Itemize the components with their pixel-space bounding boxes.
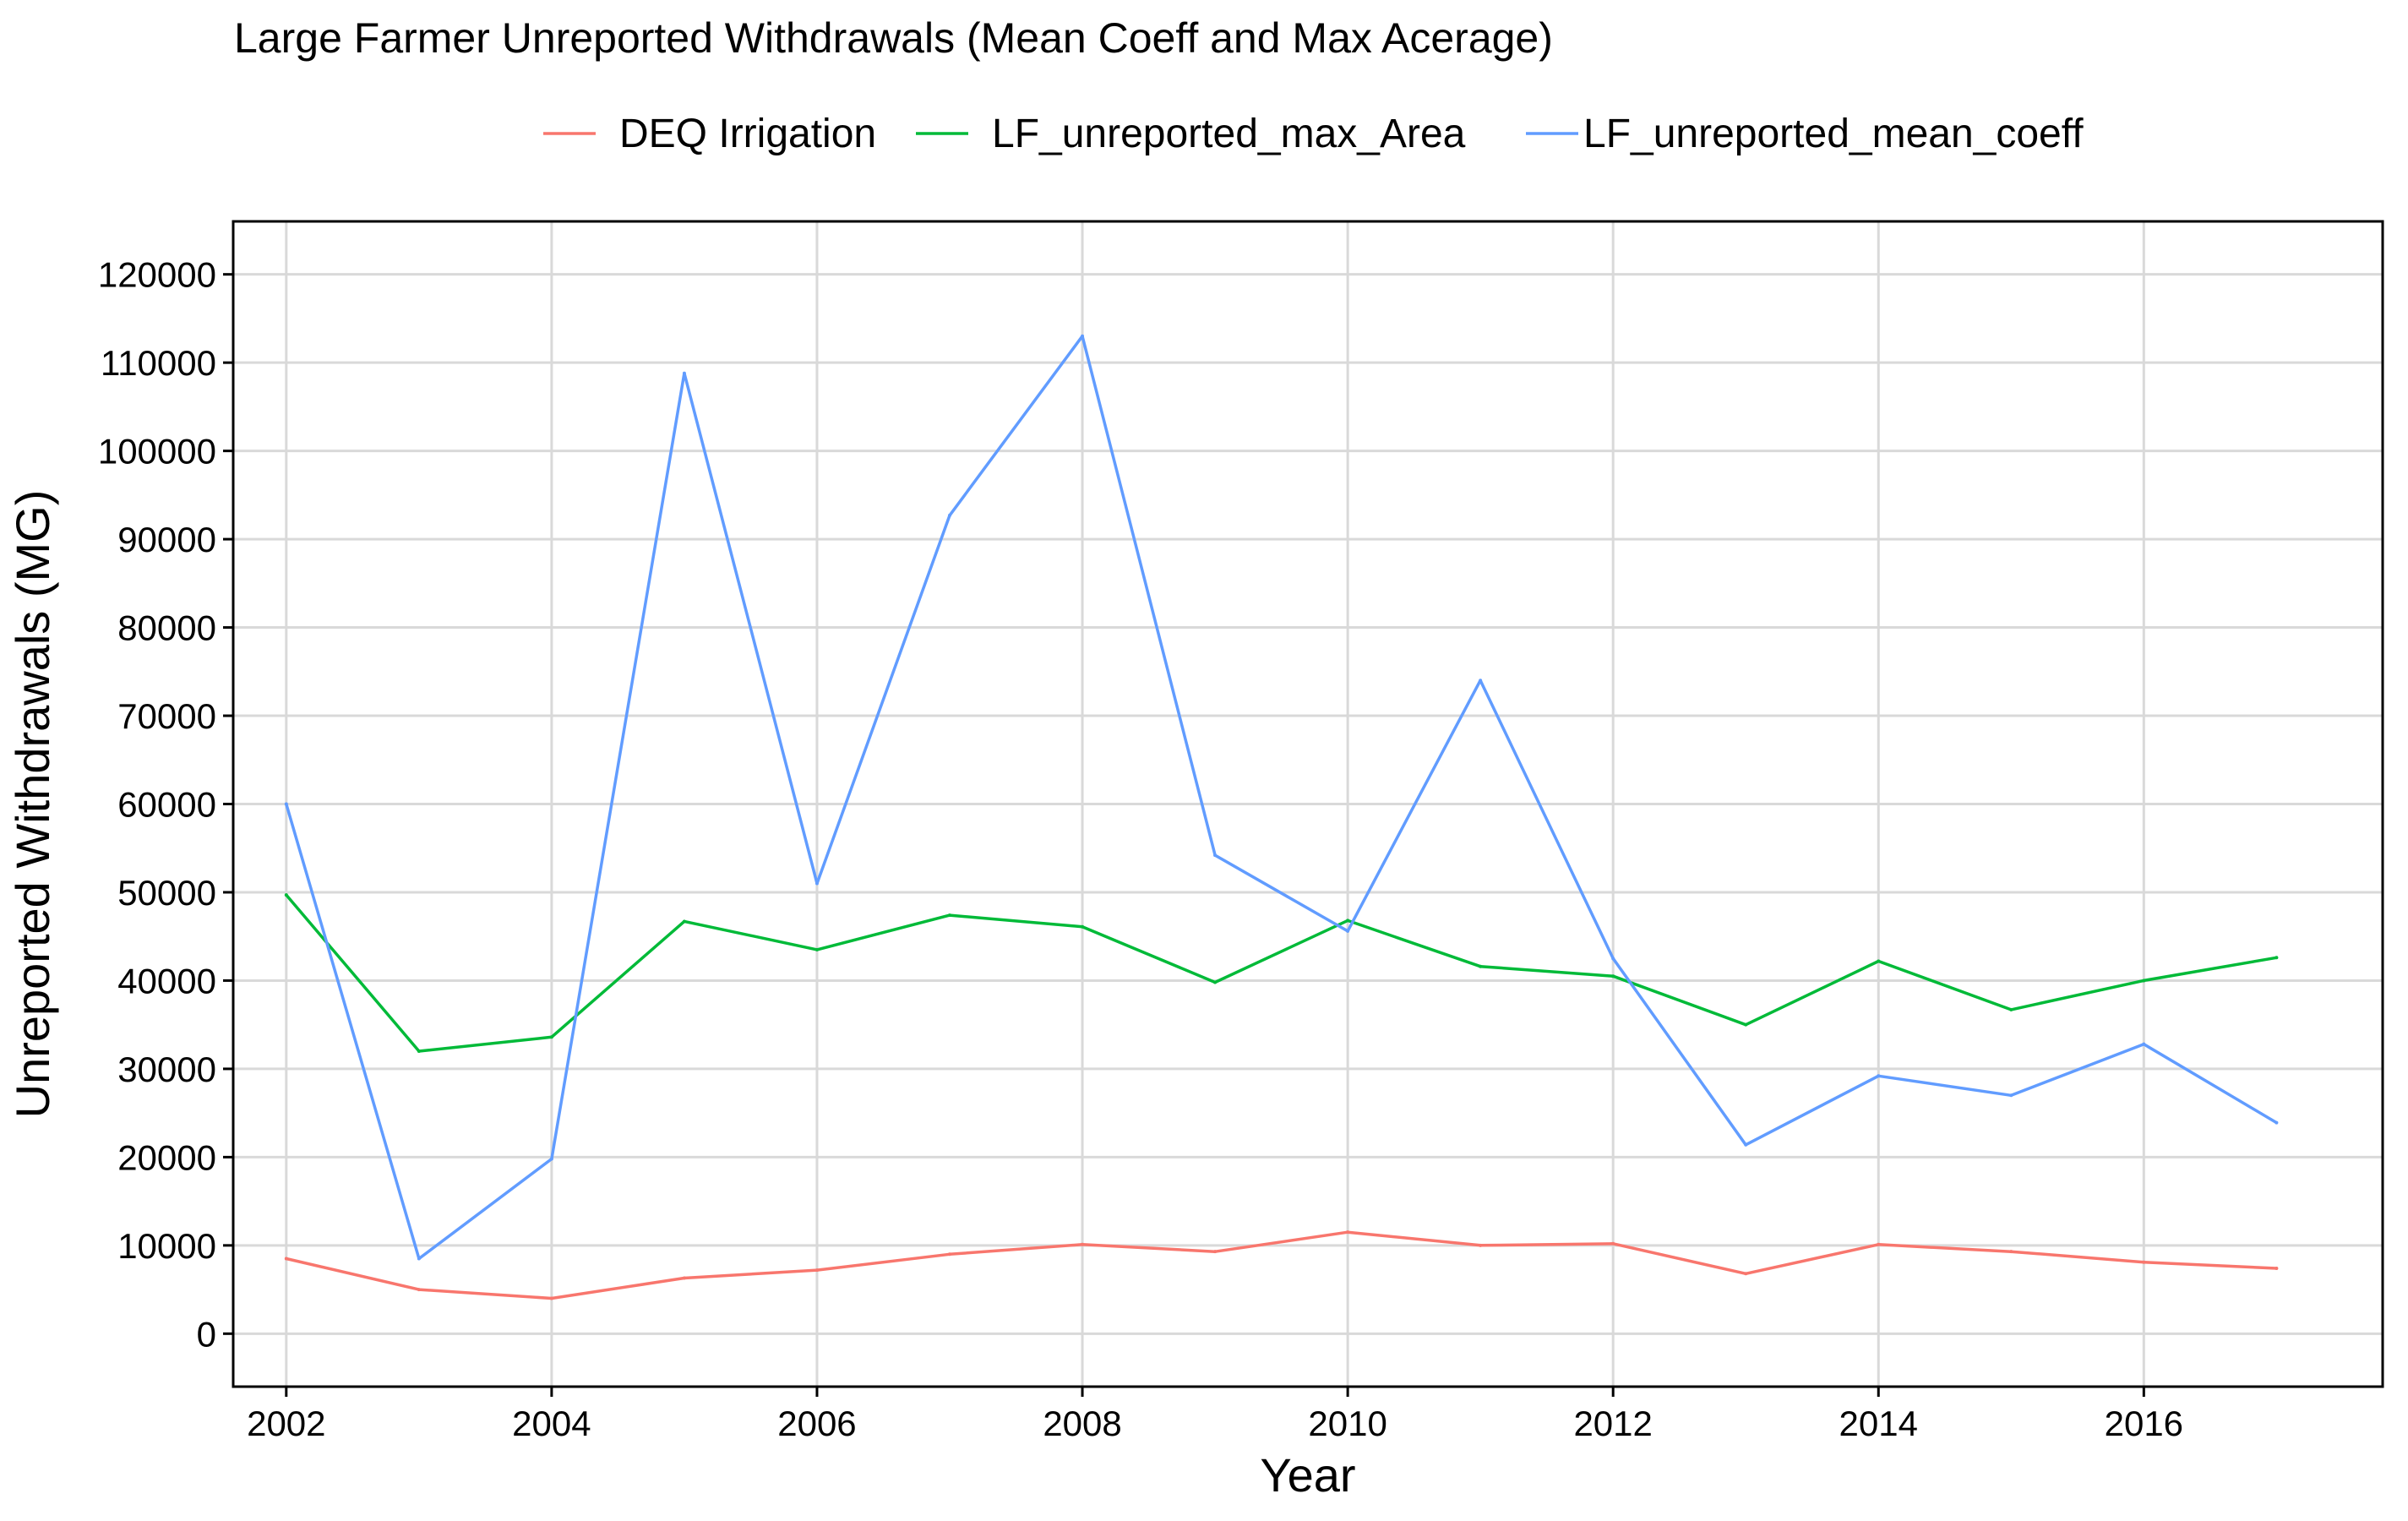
data-point-deq-irrigation	[2142, 1260, 2146, 1264]
data-point-lf-unreported-mean-coeff	[2275, 1120, 2279, 1125]
x-tick-label: 2010	[1308, 1404, 1387, 1443]
data-point-lf-unreported-max-area	[1346, 919, 1350, 923]
legend: DEQ Irrigation LF_unreported_max_Area LF_u…	[543, 112, 2084, 156]
data-point-lf-unreported-mean-coeff	[1213, 853, 1218, 858]
data-point-lf-unreported-mean-coeff	[2009, 1093, 2013, 1098]
data-point-deq-irrigation	[948, 1252, 951, 1257]
data-point-lf-unreported-max-area	[1213, 980, 1218, 984]
x-tick-label: 2012	[1573, 1404, 1652, 1443]
y-axis-title: Unreported Withdrawals (MG)	[6, 490, 59, 1119]
data-point-lf-unreported-max-area	[1081, 924, 1085, 929]
data-point-lf-unreported-max-area	[1479, 964, 1483, 968]
x-tick-label: 2004	[512, 1404, 591, 1443]
data-point-deq-irrigation	[814, 1268, 819, 1273]
y-tick-label: 0	[197, 1314, 216, 1354]
x-tick-label: 2008	[1043, 1404, 1121, 1443]
x-tick-label: 2006	[777, 1404, 856, 1443]
y-tick-label: 120000	[98, 255, 216, 295]
data-point-lf-unreported-mean-coeff	[682, 371, 686, 375]
y-tick-label: 70000	[117, 696, 216, 736]
grid	[233, 221, 2383, 1387]
y-tick-label: 30000	[117, 1049, 216, 1089]
data-point-lf-unreported-max-area	[1877, 959, 1881, 963]
data-point-lf-unreported-mean-coeff	[2142, 1042, 2146, 1046]
data-point-lf-unreported-max-area	[1611, 974, 1615, 979]
data-point-lf-unreported-max-area	[1744, 1022, 1748, 1027]
data-point-deq-irrigation	[1611, 1241, 1615, 1246]
data-point-lf-unreported-mean-coeff	[814, 881, 819, 886]
y-tick-label: 50000	[117, 873, 216, 913]
legend-label-lf-unreported-mean-coeff: LF_unreported_mean_coeff	[1583, 112, 2084, 156]
y-tick-label: 100000	[98, 432, 216, 472]
y-tick-label: 10000	[117, 1226, 216, 1266]
data-point-lf-unreported-max-area	[2009, 1007, 2013, 1011]
data-point-lf-unreported-max-area	[682, 919, 686, 924]
data-point-deq-irrigation	[1744, 1272, 1748, 1276]
data-point-lf-unreported-mean-coeff	[284, 802, 288, 806]
data-point-deq-irrigation	[1479, 1243, 1483, 1247]
data-point-deq-irrigation	[2009, 1250, 2013, 1254]
x-tick-label: 2014	[1839, 1404, 1918, 1443]
data-point-deq-irrigation	[284, 1257, 288, 1261]
x-tick-label: 2016	[2105, 1404, 2183, 1443]
data-point-deq-irrigation	[1346, 1230, 1350, 1235]
y-tick-label: 20000	[117, 1137, 216, 1177]
x-axis-title: Year	[1260, 1448, 1355, 1502]
data-point-deq-irrigation	[1081, 1242, 1085, 1246]
data-point-lf-unreported-max-area	[948, 913, 951, 918]
data-point-lf-unreported-mean-coeff	[417, 1257, 421, 1261]
data-point-lf-unreported-mean-coeff	[948, 513, 951, 517]
legend-label-deq-irrigation: DEQ Irrigation	[619, 112, 876, 156]
series-line-lf-unreported-max-area	[285, 893, 2279, 1053]
data-point-lf-unreported-mean-coeff	[1744, 1142, 1748, 1147]
data-point-lf-unreported-max-area	[417, 1049, 421, 1054]
data-point-lf-unreported-max-area	[549, 1035, 553, 1039]
data-point-deq-irrigation	[417, 1288, 421, 1292]
data-point-lf-unreported-mean-coeff	[1346, 929, 1350, 933]
legend-label-lf-unreported-max-area: LF_unreported_max_Area	[992, 112, 1466, 156]
data-point-lf-unreported-mean-coeff	[1479, 679, 1483, 683]
x-tick-label: 2002	[247, 1404, 325, 1443]
y-tick-label: 40000	[117, 961, 216, 1000]
y-tick-label: 80000	[117, 608, 216, 648]
y-tick-label: 90000	[117, 520, 216, 559]
axes: 0 10000 20000 30000 40000 50000 60000 70000 8000…	[98, 255, 2183, 1443]
y-tick-label: 60000	[117, 785, 216, 825]
data-point-lf-unreported-mean-coeff	[1081, 334, 1085, 338]
data-point-deq-irrigation	[2275, 1267, 2279, 1271]
data-point-lf-unreported-mean-coeff	[1877, 1074, 1881, 1078]
data-point-deq-irrigation	[1877, 1242, 1881, 1246]
series-layer	[284, 334, 2279, 1300]
data-point-deq-irrigation	[1213, 1250, 1218, 1254]
data-point-lf-unreported-max-area	[284, 893, 288, 897]
y-tick-label: 110000	[101, 343, 216, 383]
data-point-lf-unreported-mean-coeff	[549, 1157, 553, 1161]
series-line-lf-unreported-mean-coeff	[285, 335, 2279, 1261]
series-line-deq-irrigation	[285, 1230, 2279, 1300]
data-point-deq-irrigation	[549, 1296, 553, 1300]
data-point-lf-unreported-max-area	[814, 947, 819, 951]
data-point-lf-unreported-mean-coeff	[1611, 957, 1615, 961]
data-point-lf-unreported-max-area	[2142, 979, 2146, 983]
chart-title: Large Farmer Unreported Withdrawals (Mea…	[234, 14, 1553, 62]
data-point-deq-irrigation	[682, 1276, 686, 1280]
data-point-lf-unreported-max-area	[2275, 956, 2279, 960]
